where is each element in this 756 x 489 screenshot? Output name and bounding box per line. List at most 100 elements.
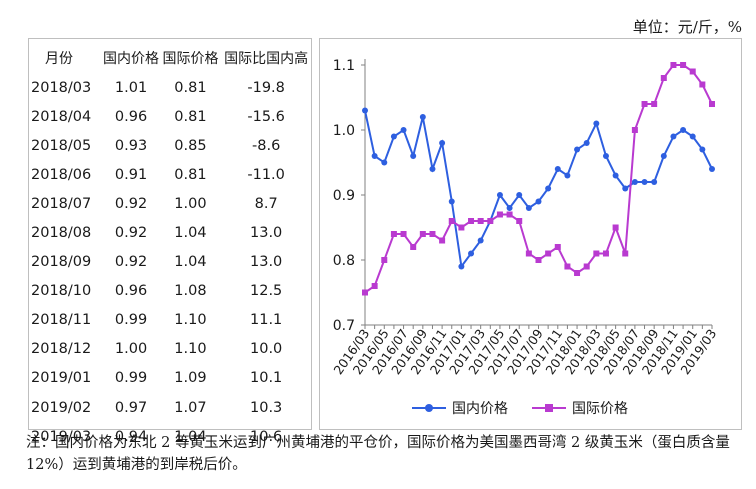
data-point-international xyxy=(381,257,388,263)
cell-international-price: 0.81 xyxy=(174,79,207,96)
cell-domestic-price: 0.93 xyxy=(114,137,148,154)
data-point-domestic xyxy=(680,127,687,133)
data-point-international xyxy=(362,289,368,296)
data-point-domestic xyxy=(381,159,388,166)
header-domestic-price: 国内价格 xyxy=(103,51,160,67)
cell-month: 2018/09 xyxy=(31,254,92,271)
data-point-international xyxy=(487,218,494,224)
data-point-domestic xyxy=(622,185,629,192)
data-point-domestic xyxy=(564,172,571,179)
data-point-domestic xyxy=(419,114,426,120)
cell-difference: 10.0 xyxy=(250,341,283,358)
data-point-international xyxy=(429,231,436,237)
legend-marker-domestic xyxy=(425,404,433,412)
cell-month: 2018/04 xyxy=(31,108,92,125)
table-row: 2019/01 0.99 1.09 10.1 xyxy=(29,364,311,393)
data-point-international xyxy=(709,101,715,107)
data-point-international xyxy=(477,218,484,224)
data-point-international xyxy=(468,218,475,224)
table-row: 2018/05 0.93 0.85 -8.6 xyxy=(29,131,311,160)
cell-domestic-price: 1.01 xyxy=(114,79,148,96)
data-point-domestic xyxy=(362,107,368,114)
cell-difference: 12.5 xyxy=(250,283,283,300)
data-point-domestic xyxy=(429,166,436,172)
data-point-domestic xyxy=(574,146,581,153)
data-point-international xyxy=(583,263,590,270)
data-point-domestic xyxy=(477,237,484,244)
cell-domestic-price: 0.97 xyxy=(114,399,148,416)
cell-difference: -19.8 xyxy=(247,79,285,96)
data-point-domestic xyxy=(670,133,677,140)
cell-difference: 10.1 xyxy=(250,370,283,387)
data-point-domestic xyxy=(545,185,552,192)
data-point-international xyxy=(612,224,619,231)
data-point-domestic xyxy=(496,192,503,198)
cell-difference: -15.6 xyxy=(247,108,285,125)
data-point-international xyxy=(410,244,417,250)
data-point-international xyxy=(506,211,513,218)
data-point-international xyxy=(400,231,407,237)
cell-month: 2018/05 xyxy=(31,137,92,154)
cell-month: 2018/08 xyxy=(31,225,92,242)
data-point-domestic xyxy=(699,146,706,153)
data-point-international xyxy=(680,62,687,68)
cell-difference: -8.6 xyxy=(252,137,281,154)
data-point-domestic xyxy=(390,133,397,140)
header-difference: 国际比国内高 xyxy=(224,51,309,67)
cell-domestic-price: 0.96 xyxy=(114,108,148,125)
data-point-international xyxy=(622,250,629,257)
cell-difference: -11.0 xyxy=(247,166,285,183)
cell-international-price: 0.85 xyxy=(174,137,207,154)
cell-domestic-price: 0.92 xyxy=(114,195,148,212)
data-point-domestic xyxy=(506,205,513,211)
data-point-domestic xyxy=(458,263,465,270)
y-tick-label: 1.1 xyxy=(333,58,355,74)
data-point-international xyxy=(535,257,542,263)
cell-month: 2018/12 xyxy=(31,341,92,358)
legend-label-domestic: 国内价格 xyxy=(452,401,508,417)
data-point-international xyxy=(651,101,658,107)
cell-domestic-price: 0.94 xyxy=(114,428,148,445)
data-point-international xyxy=(525,250,532,257)
y-tick-label: 0.8 xyxy=(333,253,355,269)
table-row: 2019/03 0.94 1.04 10.6 xyxy=(29,422,311,451)
cell-domestic-price: 0.92 xyxy=(114,254,148,271)
header-international-price: 国际价格 xyxy=(162,51,219,67)
cell-domestic-price: 0.99 xyxy=(114,312,148,329)
data-point-domestic xyxy=(554,166,561,172)
cell-domestic-price: 0.92 xyxy=(114,225,148,242)
data-point-international xyxy=(660,75,667,81)
data-point-international xyxy=(602,250,609,257)
data-point-domestic xyxy=(689,133,696,140)
data-point-domestic xyxy=(612,172,619,179)
data-point-international xyxy=(670,62,677,68)
table-row: 2018/11 0.99 1.10 11.1 xyxy=(29,306,311,335)
data-point-international xyxy=(371,283,378,289)
price-chart-panel: 0.7 0.8 0.9 1.0 1.1 2016/03 2016/05 2016/07 2016… xyxy=(319,38,742,430)
price-table-panel: 月份 国内价格 国际价格 国际比国内高 2018/03 1.01 0.81 -19.8… xyxy=(28,38,312,445)
data-point-domestic xyxy=(439,140,446,146)
data-point-domestic xyxy=(631,179,638,185)
cell-month: 2018/03 xyxy=(31,79,92,96)
table-row: 2019/02 0.97 1.07 10.3 xyxy=(29,393,311,422)
data-point-international xyxy=(574,270,581,276)
footnote: 注：国内价格为东北 2 等黄玉米运到广州黄埔港的平仓价，国际价格为美国墨西哥湾 … xyxy=(26,435,730,473)
cell-month: 2019/02 xyxy=(31,399,92,416)
data-point-international xyxy=(439,237,446,244)
header-month: 月份 xyxy=(45,51,73,67)
table-row: 2018/12 1.00 1.10 10.0 xyxy=(29,335,311,364)
cell-international-price: 1.10 xyxy=(174,341,207,358)
table-row: 2018/09 0.92 1.04 13.0 xyxy=(29,248,311,277)
cell-international-price: 1.07 xyxy=(174,399,207,416)
data-point-domestic xyxy=(371,153,378,159)
y-tick-label: 1.0 xyxy=(333,123,355,139)
cell-international-price: 1.00 xyxy=(174,195,207,212)
data-point-international xyxy=(689,68,696,75)
data-point-domestic xyxy=(709,166,715,172)
table-body: 2018/03 1.01 0.81 -19.8 2018/04 0.96 0.81 -15.6… xyxy=(29,73,311,451)
data-point-international xyxy=(448,218,455,224)
unit-label: 单位：元/斤，% xyxy=(632,18,742,36)
table-row: 2018/04 0.96 0.81 -15.6 xyxy=(29,102,311,131)
data-point-international xyxy=(564,263,571,270)
data-point-international xyxy=(516,218,523,224)
